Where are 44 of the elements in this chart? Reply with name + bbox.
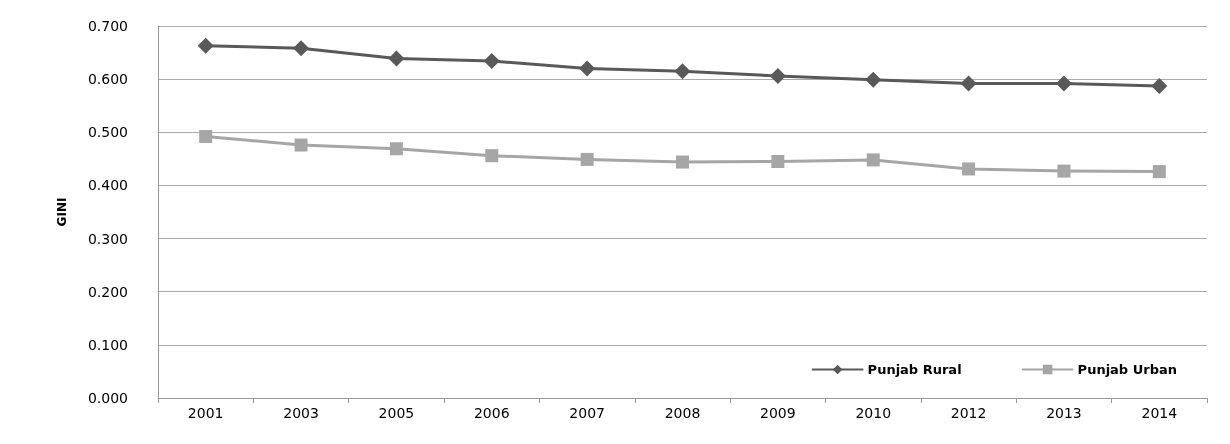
point [197, 37, 214, 54]
point [483, 53, 500, 70]
point [293, 40, 310, 57]
point [294, 138, 308, 152]
y-tick-label: 0.300 [87, 230, 128, 247]
point [580, 152, 594, 166]
point [1055, 75, 1072, 92]
legend-label: Punjab Urban [1077, 362, 1178, 377]
y-tick-label: 0.700 [87, 18, 128, 34]
x-tick-label: 2014 [1141, 405, 1178, 421]
y-axis-title: GINI [55, 197, 69, 227]
y-tick-label: 0.600 [87, 71, 128, 88]
point [1152, 165, 1166, 179]
x-tick-label: 2008 [664, 405, 701, 421]
y-tick-label: 0.100 [87, 336, 128, 353]
legend-label: Punjab Rural [867, 362, 962, 377]
point [579, 60, 596, 77]
x-tick-label: 2010 [855, 405, 892, 421]
x-tick-label: 2012 [950, 405, 987, 421]
x-tick-label: 2013 [1046, 405, 1082, 421]
y-tick-label: 0.400 [87, 177, 128, 194]
x-tick-label: 2009 [760, 405, 796, 421]
point [769, 67, 786, 84]
point [866, 153, 880, 167]
y-tick-label: 0.000 [87, 390, 128, 406]
point [771, 155, 785, 169]
point [388, 50, 405, 67]
point [389, 142, 403, 156]
x-tick-label: 2003 [283, 405, 319, 421]
x-tick-label: 2005 [378, 405, 415, 421]
point [960, 75, 977, 92]
x-tick-label: 2001 [187, 405, 224, 421]
point [865, 71, 882, 88]
y-tick-label: 0.200 [87, 283, 128, 300]
point [199, 130, 213, 144]
point [485, 149, 499, 163]
point [1057, 164, 1071, 178]
point [962, 162, 976, 176]
y-tick-label: 0.500 [87, 124, 128, 141]
point [1151, 78, 1168, 95]
x-tick-label: 2007 [569, 405, 605, 421]
x-tick-label: 2006 [473, 405, 510, 421]
point [674, 63, 691, 80]
point [676, 155, 689, 169]
